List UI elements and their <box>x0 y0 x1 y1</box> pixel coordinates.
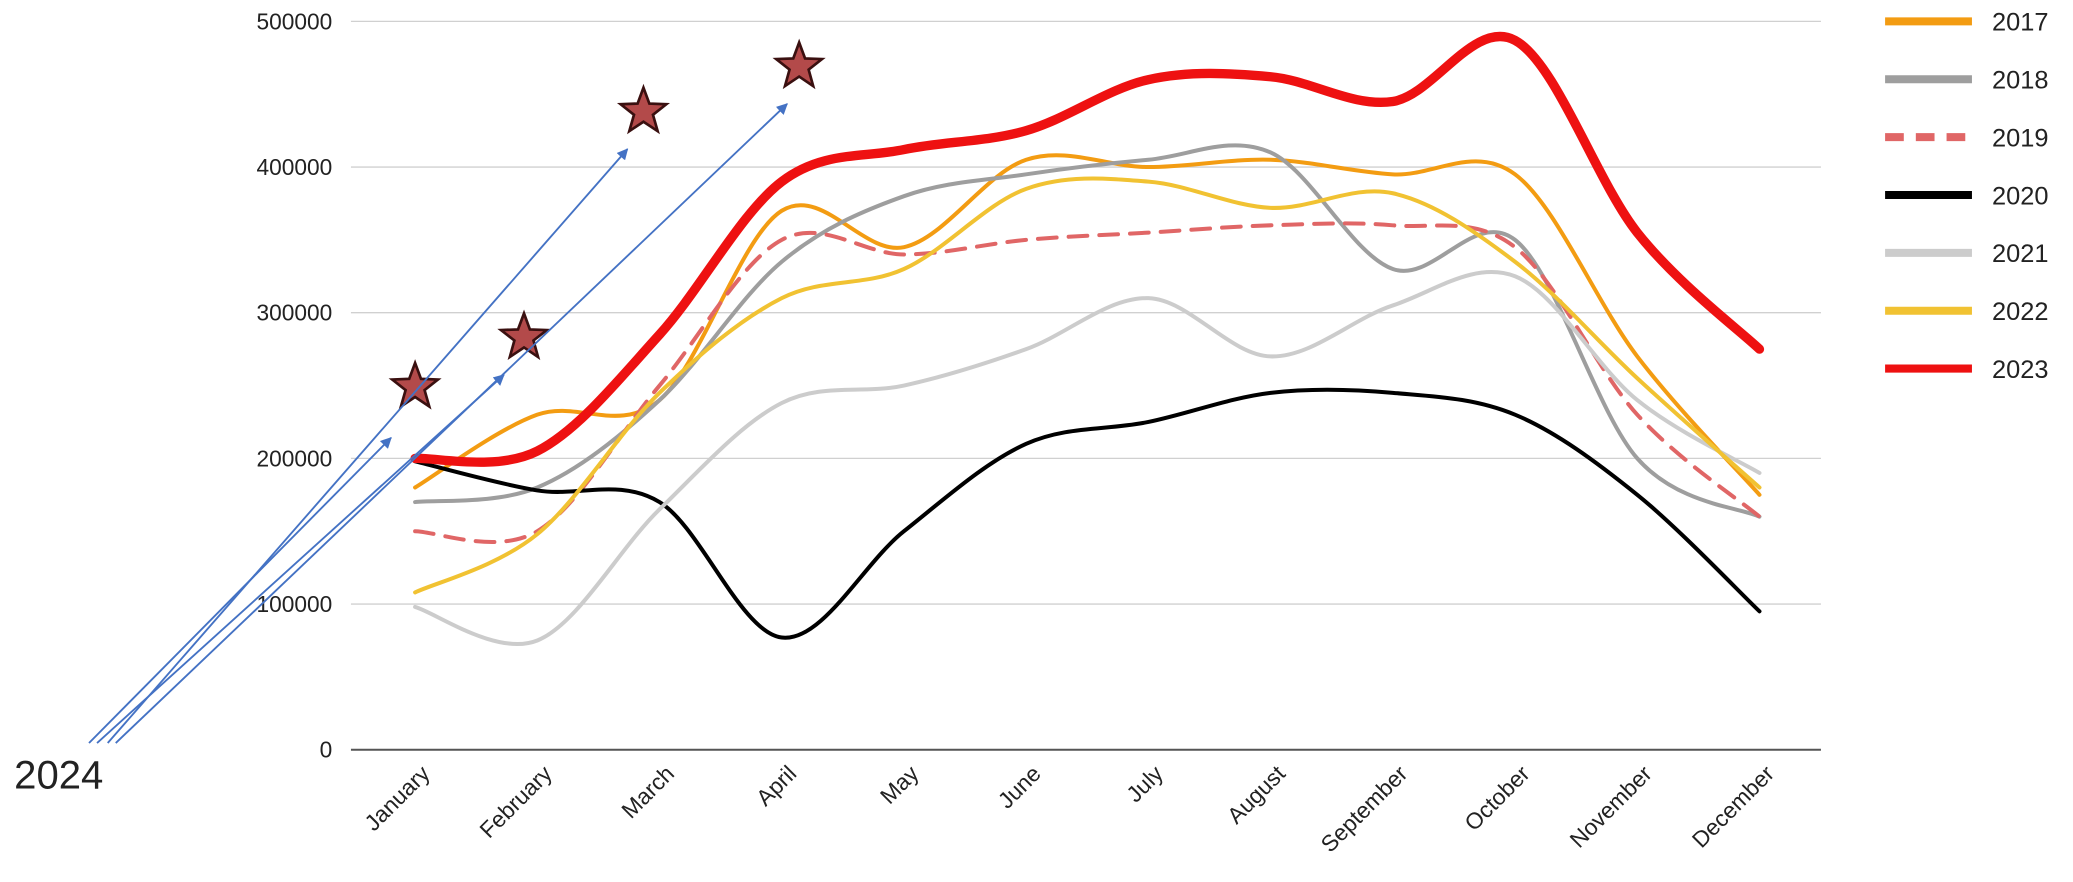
x-tick-label: October <box>1459 760 1535 836</box>
y-tick-label: 500000 <box>256 8 332 34</box>
annotation-label: 2024 <box>14 753 103 797</box>
x-tick-label: November <box>1564 760 1657 853</box>
annotation-arrow <box>88 436 392 744</box>
series-line <box>413 143 1762 519</box>
legend-label: 2020 <box>1992 182 2048 210</box>
y-tick-label: 300000 <box>256 300 332 326</box>
x-tick-label: June <box>993 760 1046 813</box>
y-tick-label: 400000 <box>256 154 332 180</box>
legend-label: 2017 <box>1992 9 2048 37</box>
annotation-star <box>388 359 442 410</box>
x-tick-label: July <box>1121 760 1168 807</box>
legend-label: 2018 <box>1992 67 2048 95</box>
annotation-star <box>497 309 551 361</box>
legend-label: 2023 <box>1992 356 2048 384</box>
series-line <box>410 31 1765 467</box>
legend-label: 2019 <box>1992 124 2048 152</box>
legend-label: 2022 <box>1992 298 2048 326</box>
annotation-star <box>616 83 670 135</box>
x-tick-label: March <box>616 760 679 823</box>
series-line <box>413 270 1762 647</box>
legend-label: 2021 <box>1992 240 2048 268</box>
annotation-arrow <box>115 103 788 744</box>
x-tick-label: April <box>751 760 802 811</box>
x-tick-label: December <box>1687 760 1780 853</box>
x-tick-label: January <box>359 760 435 836</box>
series-line <box>413 176 1762 595</box>
series-line <box>413 221 1762 544</box>
annotation-star <box>772 38 826 90</box>
annotation-arrow <box>107 148 629 744</box>
annotation-arrow <box>96 374 505 744</box>
series-line <box>413 387 1762 640</box>
y-tick-label: 0 <box>320 737 333 763</box>
y-tick-label: 100000 <box>256 591 332 617</box>
x-tick-label: September <box>1315 760 1412 857</box>
x-tick-label: February <box>474 760 557 843</box>
x-tick-label: May <box>875 760 924 809</box>
y-tick-label: 200000 <box>256 445 332 471</box>
x-tick-label: August <box>1222 760 1291 829</box>
